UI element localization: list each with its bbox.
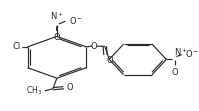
Text: O: O [107,56,113,65]
Text: N$^+$: N$^+$ [50,11,64,22]
Text: Cl: Cl [12,42,20,51]
Text: CH$_3$: CH$_3$ [26,85,43,97]
Text: O: O [66,83,73,92]
Text: N$^+$: N$^+$ [174,46,188,57]
Text: O: O [53,33,60,42]
Text: O$^-$: O$^-$ [69,15,83,26]
Text: O$^-$: O$^-$ [185,48,199,59]
Text: O: O [91,42,98,51]
Text: O: O [172,68,178,77]
